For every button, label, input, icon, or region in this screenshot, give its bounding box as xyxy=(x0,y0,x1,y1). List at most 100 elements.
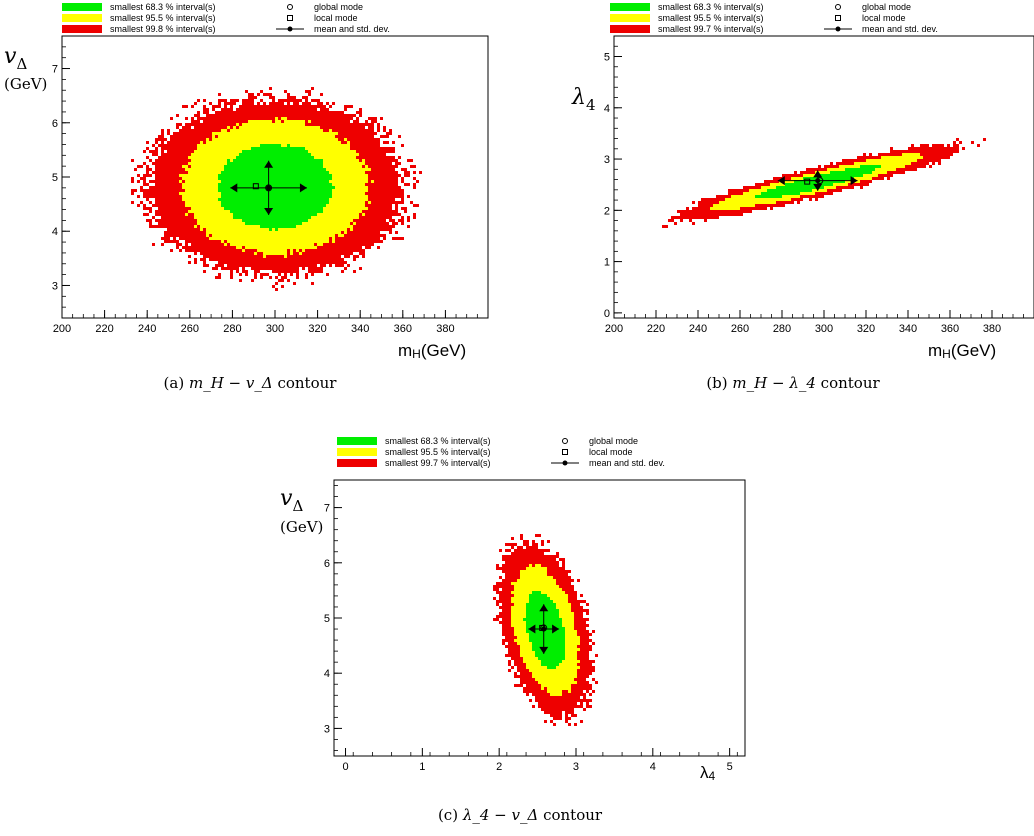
cell-95 xyxy=(734,198,737,201)
cell-95 xyxy=(314,126,317,129)
cell-68 xyxy=(248,159,251,162)
cell-99 xyxy=(371,240,374,243)
cell-95 xyxy=(254,144,257,147)
cell-99 xyxy=(401,168,404,171)
cell-68 xyxy=(302,198,305,201)
cell-95 xyxy=(266,135,269,138)
cell-95 xyxy=(302,126,305,129)
cell-68 xyxy=(287,156,290,159)
cell-99 xyxy=(380,207,383,210)
cell-95 xyxy=(224,225,227,228)
cell-95 xyxy=(752,189,755,192)
cell-99 xyxy=(365,219,368,222)
cell-95 xyxy=(347,195,350,198)
cell-95 xyxy=(893,168,896,171)
cell-95 xyxy=(332,222,335,225)
cell-95 xyxy=(191,183,194,186)
cell-99 xyxy=(260,252,263,255)
cell-99 xyxy=(179,213,182,216)
cell-99 xyxy=(362,126,365,129)
cell-99 xyxy=(320,117,323,120)
cell-99 xyxy=(983,138,986,141)
cell-99 xyxy=(245,90,248,93)
cell-68 xyxy=(857,171,860,174)
cell-99 xyxy=(365,135,368,138)
cell-95 xyxy=(338,216,341,219)
cell-99 xyxy=(170,201,173,204)
cell-99 xyxy=(362,156,365,159)
cell-99 xyxy=(203,258,206,261)
cell-95 xyxy=(359,174,362,177)
cell-95 xyxy=(329,225,332,228)
cell-95 xyxy=(224,147,227,150)
cell-95 xyxy=(866,177,869,180)
cell-99 xyxy=(242,114,245,117)
cell-68 xyxy=(245,180,248,183)
cell-99 xyxy=(227,267,230,270)
cell-99 xyxy=(383,135,386,138)
cell-99 xyxy=(191,141,194,144)
cell-99 xyxy=(266,261,269,264)
cell-99 xyxy=(332,261,335,264)
cell-99 xyxy=(377,129,380,132)
cell-68 xyxy=(218,174,221,177)
cell-95 xyxy=(299,234,302,237)
cell-99 xyxy=(314,243,317,246)
cell-95 xyxy=(215,162,218,165)
cell-99 xyxy=(215,246,218,249)
cell-95 xyxy=(230,225,233,228)
cell-68 xyxy=(242,210,245,213)
cell-99 xyxy=(176,171,179,174)
cell-99 xyxy=(815,192,818,195)
cell-99 xyxy=(233,267,236,270)
cell-99 xyxy=(734,189,737,192)
cell-95 xyxy=(332,135,335,138)
cell-95 xyxy=(233,156,236,159)
cell-99 xyxy=(239,264,242,267)
cell-99 xyxy=(782,201,785,204)
cell-95 xyxy=(287,135,290,138)
cell-95 xyxy=(353,192,356,195)
cell-68 xyxy=(299,147,302,150)
cell-99 xyxy=(860,183,863,186)
cell-95 xyxy=(194,180,197,183)
cell-68 xyxy=(797,192,800,195)
cell-95 xyxy=(206,204,209,207)
cell-99 xyxy=(272,270,275,273)
cell-95 xyxy=(251,234,254,237)
cell-95 xyxy=(215,228,218,231)
cell-68 xyxy=(260,213,263,216)
cell-95 xyxy=(227,240,230,243)
cell-95 xyxy=(296,141,299,144)
cell-68 xyxy=(275,192,278,195)
cell-99 xyxy=(902,171,905,174)
cell-99 xyxy=(368,204,371,207)
cell-95 xyxy=(887,159,890,162)
cell-68 xyxy=(248,177,251,180)
cell-95 xyxy=(245,243,248,246)
cell-95 xyxy=(221,213,224,216)
x-axis-label-sub: H xyxy=(412,347,421,361)
cell-99 xyxy=(314,99,317,102)
cell-99 xyxy=(920,147,923,150)
cell-99 xyxy=(830,162,833,165)
cell-99 xyxy=(257,93,260,96)
cell-68 xyxy=(305,162,308,165)
cell-99 xyxy=(383,165,386,168)
cell-95 xyxy=(200,189,203,192)
cell-99 xyxy=(218,264,221,267)
cell-95 xyxy=(278,246,281,249)
cell-68 xyxy=(302,147,305,150)
cell-99 xyxy=(806,168,809,171)
cell-95 xyxy=(305,132,308,135)
cell-99 xyxy=(932,147,935,150)
cell-99 xyxy=(371,231,374,234)
cell-68 xyxy=(299,201,302,204)
cell-95 xyxy=(353,174,356,177)
cell-99 xyxy=(947,144,950,147)
cell-99 xyxy=(386,186,389,189)
cell-95 xyxy=(305,234,308,237)
cell-95 xyxy=(230,213,233,216)
cell-99 xyxy=(389,186,392,189)
cell-95 xyxy=(332,150,335,153)
